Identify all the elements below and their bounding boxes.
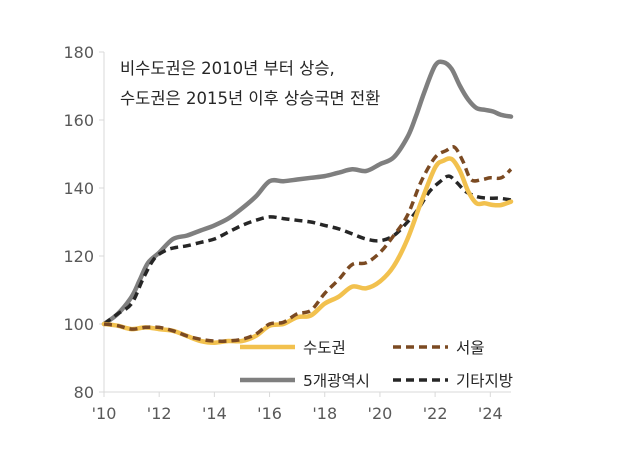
series-line-sudogwon [101,156,514,345]
y-tick-label: 100 [63,315,94,334]
x-tick-label: '24 [478,404,503,423]
series-line-other-regions [102,174,512,326]
y-tick-label: 140 [63,179,94,198]
legend-label-other-regions: 기타지방 [456,372,513,390]
legend-label-sudogwon: 수도권 [303,339,346,357]
x-tick-label: '16 [257,404,282,423]
x-tick-label: '14 [202,404,227,423]
y-tick-label: 120 [63,247,94,266]
annotation: 비수도권은 2010년 부터 상승, 수도권은 2015년 이후 상승국면 전환 [120,59,380,108]
y-tick-label: 160 [63,111,94,130]
axes: 80 100 120 140 160 180 '10 '12 '14 '16 '18 '20 '22 '2… [63,43,511,423]
annotation-line: 수도권은 2015년 이후 상승국면 전환 [120,89,380,108]
legend: 수도권 서울 5개광역시 기타지방 [240,339,513,390]
x-tick-label: '20 [368,404,393,423]
series-line-five-metro-cities [101,59,514,327]
y-tick-label: 80 [74,383,94,402]
x-tick-label: '18 [312,404,337,423]
legend-label-seoul: 서울 [456,339,485,357]
y-tick-label: 180 [63,43,94,62]
series-line-seoul [103,145,513,343]
series-lines [101,59,514,345]
x-tick-label: '12 [147,404,172,423]
x-tick-label: '10 [92,404,117,423]
x-tick-label: '22 [423,404,448,423]
annotation-line: 비수도권은 2010년 부터 상승, [120,59,335,78]
legend-label-five-metro-cities: 5개광역시 [303,372,370,390]
